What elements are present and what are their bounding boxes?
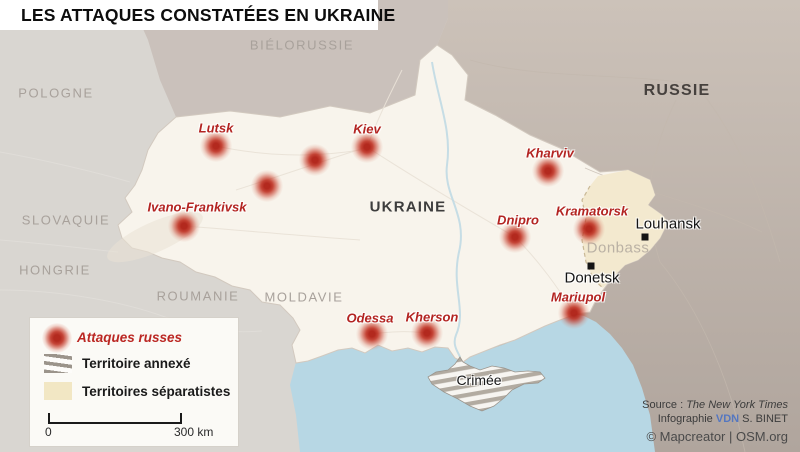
scale-start-label: 0 (45, 425, 52, 439)
title-band: LES ATTAQUES CONSTATÉES EN UKRAINE (0, 0, 396, 30)
crimea-shape (427, 356, 546, 412)
credits: Source : The New York Times Infographie … (642, 398, 788, 444)
roads (469, 59, 781, 452)
attack-glow-swatch (42, 323, 72, 353)
dniepr-river (431, 61, 462, 358)
ukraine-shape (117, 44, 669, 364)
scale-bar (48, 413, 182, 424)
vdn-brand: VDN (715, 413, 740, 425)
copyright-line: © Mapcreator | OSM.org (646, 429, 788, 444)
legend: Attaques russes Territoire annexé Territ… (30, 318, 238, 446)
legend-annexed-label: Territoire annexé (82, 356, 191, 371)
scale-end-label: 300 km (174, 425, 214, 439)
legend-attacks-label: Attaques russes (77, 330, 183, 345)
annexed-hatch-swatch (44, 354, 72, 373)
source-line: Source : The New York Times (642, 399, 788, 411)
infographie-line: Infographie VDN S. BINET (657, 413, 788, 425)
source-name: The New York Times (686, 399, 788, 411)
donbass-shape (582, 170, 668, 288)
legend-separatists-label: Territoires séparatistes (82, 384, 231, 399)
separatist-swatch (44, 382, 72, 400)
page-title: LES ATTAQUES CONSTATÉES EN UKRAINE (21, 5, 396, 25)
